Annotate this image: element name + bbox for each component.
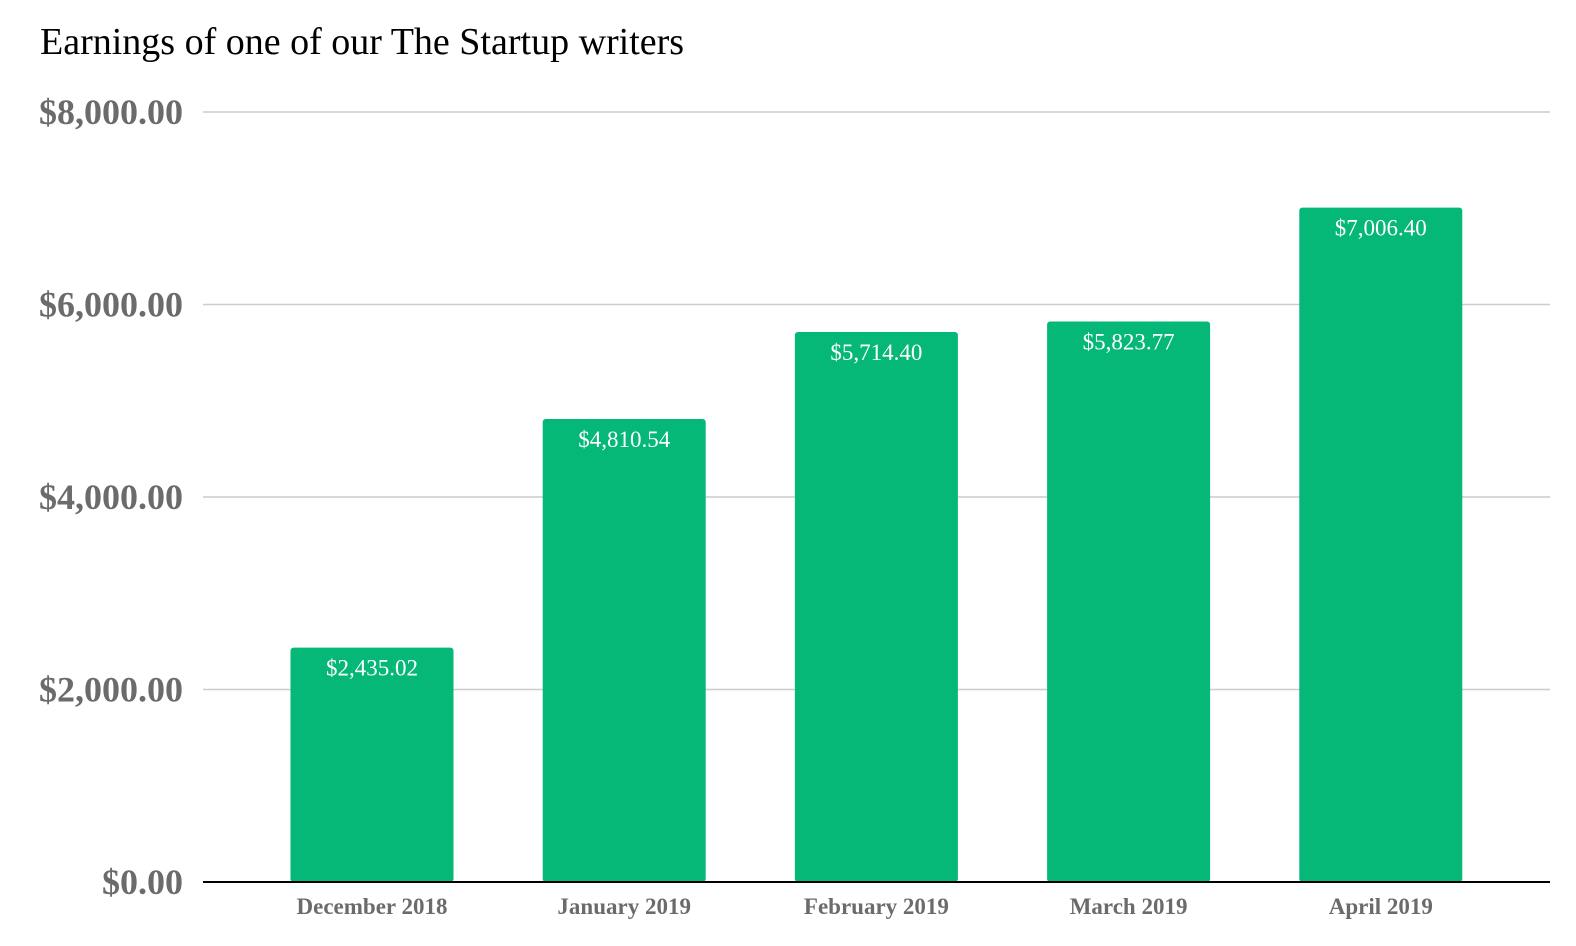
- chart-title: Earnings of one of our The Startup write…: [40, 21, 684, 63]
- x-axis-tick-labels: December 2018 January 2019 February 2019 Ma…: [297, 894, 1433, 919]
- bar: [1047, 321, 1211, 882]
- bar: [290, 647, 454, 882]
- y-tick-label: $0.00: [102, 862, 183, 902]
- x-tick-label: January 2019: [557, 894, 691, 919]
- bars: $2,435.02 $4,810.54 $5,714.40 $5,823.77 $7,0…: [290, 207, 1463, 882]
- y-tick-label: $6,000.00: [39, 285, 183, 325]
- bar-data-label: $5,823.77: [1083, 329, 1175, 354]
- x-tick-label: April 2019: [1329, 894, 1433, 919]
- bar-data-label: $5,714.40: [830, 340, 922, 365]
- bar-data-label: $7,006.40: [1335, 216, 1427, 241]
- bar-data-label: $2,435.02: [326, 656, 418, 681]
- bar: [1299, 207, 1463, 882]
- bar: [542, 418, 706, 882]
- y-tick-label: $2,000.00: [39, 670, 183, 710]
- x-tick-label: March 2019: [1070, 894, 1188, 919]
- bar: [794, 331, 958, 882]
- x-tick-label: February 2019: [804, 894, 949, 919]
- y-axis-tick-labels: $0.00 $2,000.00 $4,000.00 $6,000.00 $8,000.0…: [39, 92, 183, 902]
- y-tick-label: $8,000.00: [39, 92, 183, 132]
- y-tick-label: $4,000.00: [39, 477, 183, 517]
- bar-data-label: $4,810.54: [578, 427, 671, 452]
- x-tick-label: December 2018: [297, 894, 448, 919]
